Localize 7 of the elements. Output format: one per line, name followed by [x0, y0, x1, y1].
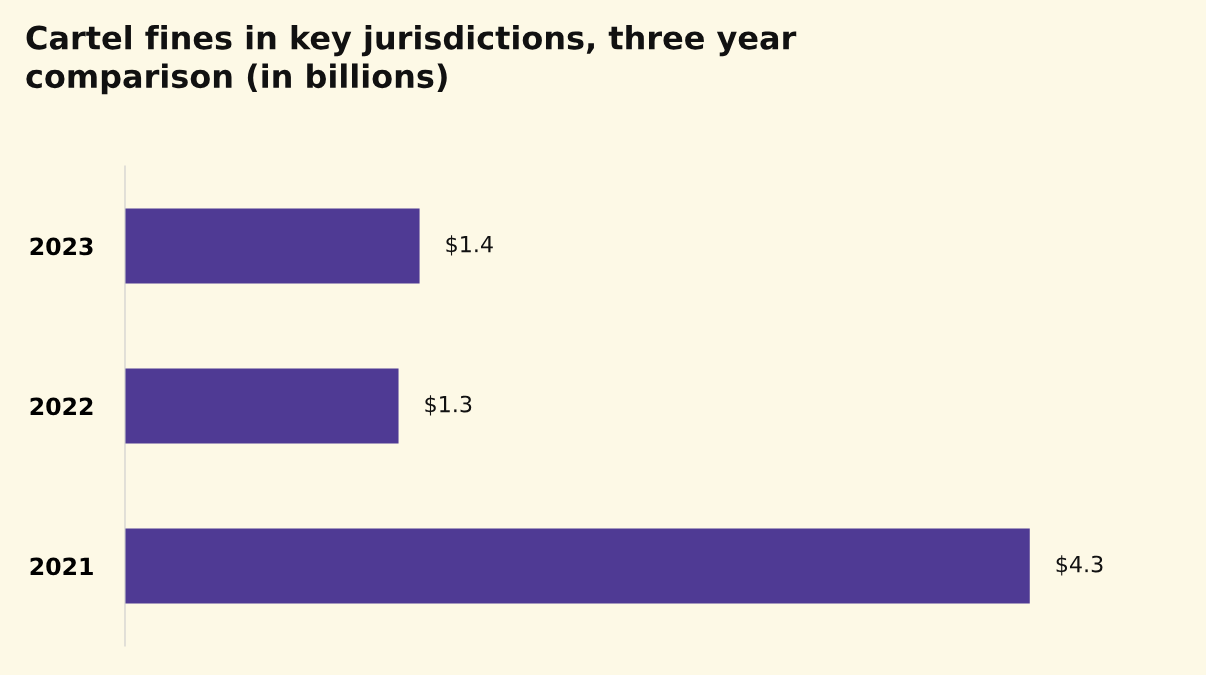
chart-title: Cartel fines in key jurisdictions, three year comparison (in billions)	[26, 25, 797, 95]
data-label: $4.3	[1056, 555, 1103, 576]
data-label: $1.3	[425, 395, 472, 416]
y-tick-label: 2022	[30, 397, 93, 416]
y-tick-label: 2023	[30, 237, 93, 256]
data-label: $1.4	[446, 235, 493, 256]
y-tick-label: 2021	[30, 557, 93, 576]
